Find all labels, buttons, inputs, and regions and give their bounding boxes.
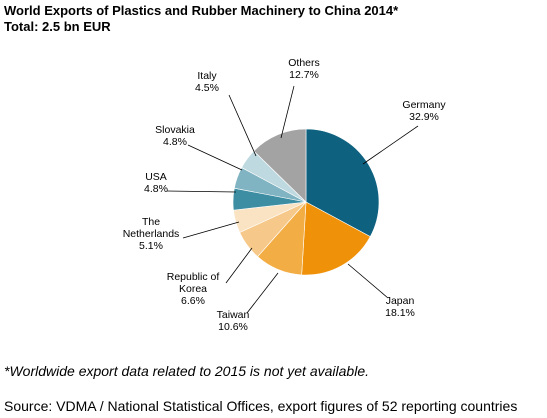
leader-line (347, 263, 389, 299)
chart-subtitle: Total: 2.5 bn EUR (4, 19, 111, 34)
leader-line (187, 144, 243, 171)
data-label-taiwan: Taiwan 10.6% (217, 309, 250, 333)
pie-slice-japan (301, 201, 371, 276)
data-label-germany: Germany 32.9% (402, 99, 446, 123)
data-label-republic-of-korea: Republic of Korea 6.6% (167, 271, 220, 307)
leader-line (182, 221, 240, 239)
pie-slice-germany (305, 128, 380, 238)
source-note: Source: VDMA / National Statistical Offi… (4, 398, 518, 414)
leader-line (166, 190, 237, 193)
leader-line (246, 272, 279, 314)
data-label-japan: Japan 18.1% (385, 295, 415, 319)
data-label-italy: Italy 4.5% (195, 70, 219, 94)
leader-line (225, 247, 253, 284)
footnote: *Worldwide export data related to 2015 i… (4, 363, 369, 379)
data-label-the-netherlands: The Netherlands 5.1% (123, 216, 180, 252)
data-label-slovakia: Slovakia 4.8% (155, 124, 195, 148)
data-label-usa: USA 4.8% (144, 171, 168, 195)
leader-line (362, 125, 419, 165)
pie-chart: Germany 32.9% Japan 18.1% Taiwan 10.6%Republi… (123, 57, 447, 333)
leader-line (280, 85, 295, 139)
data-label-others: Others 12.7% (288, 57, 320, 81)
chart-title: World Exports of Plastics and Rubber Mac… (4, 3, 399, 18)
pie-slice-others (253, 128, 307, 203)
leader-line (228, 94, 257, 157)
